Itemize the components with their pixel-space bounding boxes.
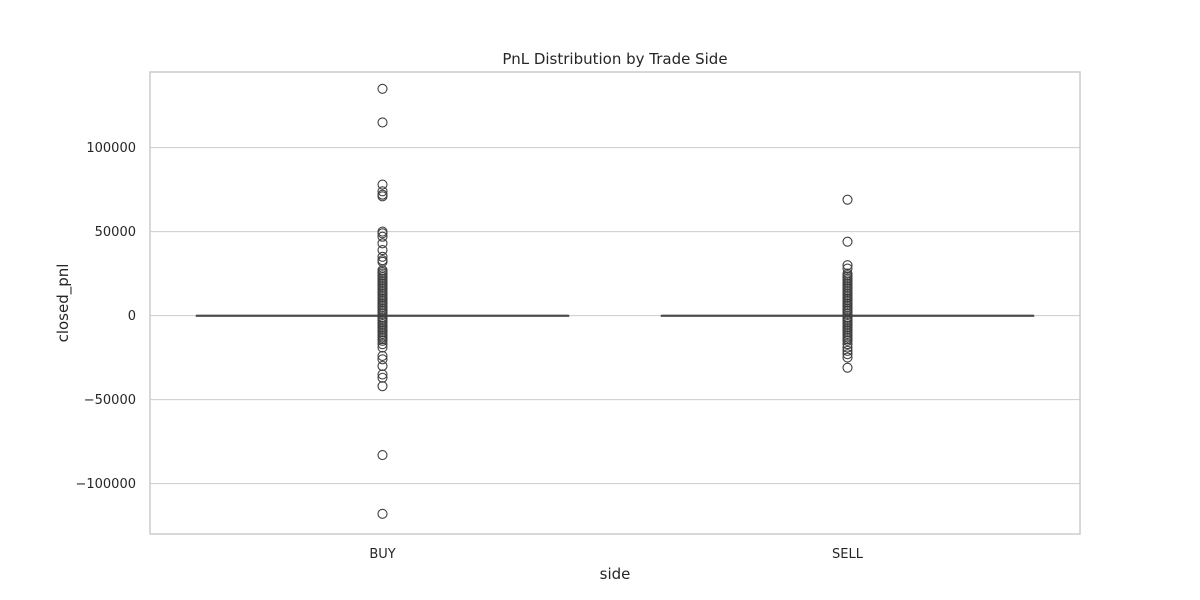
y-tick-label: 0 bbox=[128, 309, 136, 324]
flier-point bbox=[842, 260, 853, 271]
flier-point bbox=[377, 381, 388, 392]
fliers-buy bbox=[377, 83, 388, 519]
flier-point bbox=[842, 352, 853, 363]
flier-point bbox=[377, 335, 388, 346]
flier-point bbox=[377, 339, 388, 350]
flier-point bbox=[377, 449, 388, 461]
flier-point bbox=[377, 179, 388, 190]
fliers-sell bbox=[842, 194, 853, 373]
y-axis-label: closed_pnl bbox=[54, 264, 73, 343]
flier-point bbox=[377, 369, 388, 380]
flier-point bbox=[377, 350, 388, 361]
flier-point bbox=[842, 362, 853, 373]
flier-point bbox=[377, 308, 388, 319]
y-tick-label: −50000 bbox=[84, 393, 136, 408]
flier-point bbox=[842, 349, 853, 360]
y-tick-label: 100000 bbox=[86, 141, 136, 156]
flier-point bbox=[377, 251, 388, 262]
x-tick-labels: BUY SELL bbox=[369, 547, 863, 562]
flier-point bbox=[377, 238, 388, 249]
flier-point bbox=[842, 335, 853, 346]
flier-point bbox=[377, 191, 388, 202]
plot-frame bbox=[149, 71, 1081, 535]
flier-point bbox=[842, 236, 853, 247]
flier-point bbox=[377, 231, 388, 242]
flier-point bbox=[842, 345, 853, 356]
flier-point bbox=[842, 342, 853, 353]
flier-point bbox=[377, 354, 388, 365]
flier-point bbox=[842, 263, 853, 274]
x-tick-label: SELL bbox=[832, 547, 864, 562]
flier-point bbox=[842, 194, 853, 205]
y-tick-labels: −100000 −50000 0 50000 100000 bbox=[75, 141, 136, 492]
flier-point bbox=[377, 186, 388, 197]
flier-point bbox=[377, 228, 388, 239]
flier-point bbox=[377, 360, 388, 372]
chart-title: PnL Distribution by Trade Side bbox=[502, 50, 727, 68]
flier-point bbox=[377, 508, 388, 519]
flier-point bbox=[377, 342, 388, 353]
flier-point bbox=[842, 308, 853, 319]
flier-point bbox=[377, 83, 388, 94]
flier-point bbox=[377, 245, 388, 256]
flier-point bbox=[377, 256, 388, 267]
flier-point bbox=[377, 117, 388, 128]
y-tick-label: −100000 bbox=[75, 477, 136, 492]
flier-point bbox=[377, 372, 388, 383]
x-tick-label: BUY bbox=[369, 547, 395, 562]
y-tick-label: 50000 bbox=[95, 225, 136, 240]
flier-point bbox=[842, 339, 853, 350]
flier-layer bbox=[377, 83, 853, 519]
x-axis-label: side bbox=[600, 565, 631, 583]
